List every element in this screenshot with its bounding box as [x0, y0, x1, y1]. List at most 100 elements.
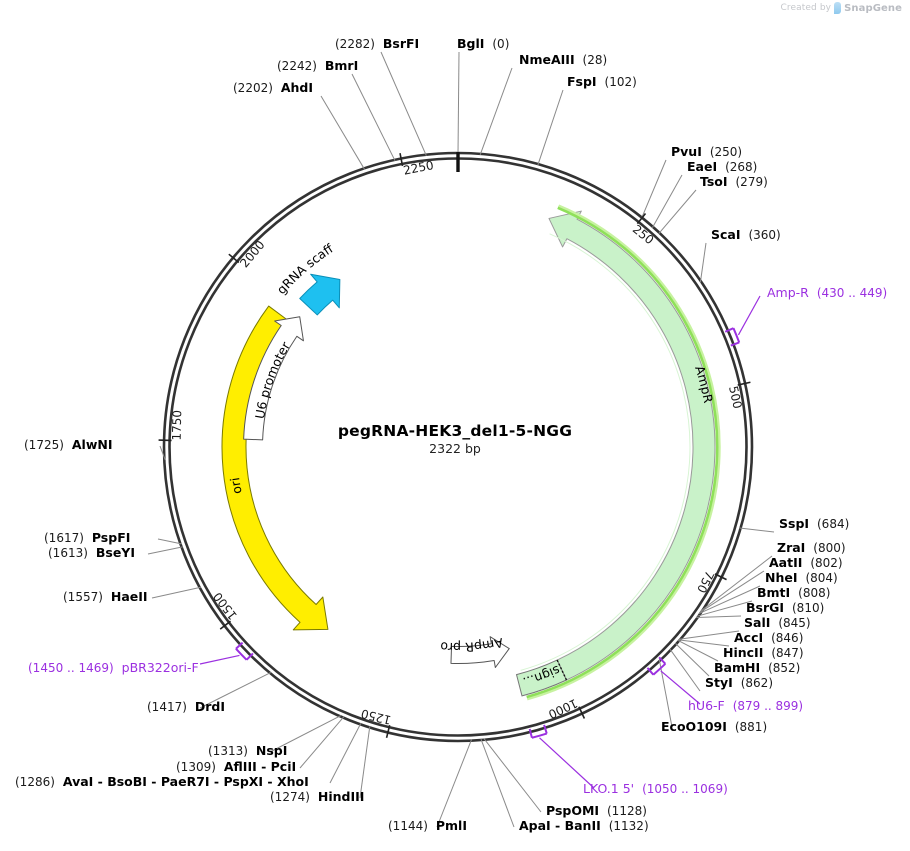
- label-position: (808): [798, 586, 831, 600]
- label-position: (1450 .. 1469): [28, 661, 114, 675]
- label-position: (2242): [277, 59, 317, 73]
- watermark-brand: SnapGene: [844, 2, 902, 14]
- label-position: (1313): [208, 744, 248, 758]
- enzyme-label-tsoi: TsoI (279): [700, 174, 768, 189]
- snapgene-watermark: Created by SnapGene: [781, 2, 902, 14]
- label-name: ScaI: [711, 227, 741, 242]
- label-position: (250): [709, 145, 743, 159]
- label-position: (1557): [63, 590, 103, 604]
- label-name: Amp-R: [767, 285, 809, 300]
- primer-arcs: [235, 327, 741, 739]
- label-name: NmeAIII: [519, 52, 575, 67]
- primer-label-lko15: LKO.1 5' (1050 .. 1069): [583, 781, 728, 796]
- enzyme-label-bmti: BmtI (808): [757, 585, 830, 600]
- label-name: DrdI: [194, 699, 225, 714]
- label-name: BglI: [457, 36, 485, 51]
- label-position: (28): [582, 53, 608, 67]
- label-name: PspFI: [91, 530, 131, 545]
- enzyme-label-drdi: (1417) DrdI: [147, 699, 225, 714]
- axis-tick-label: 1500: [210, 590, 240, 623]
- label-name: TsoI: [700, 174, 728, 189]
- label-name: AhdI: [280, 80, 314, 95]
- enzyme-label-hindiii: (1274) HindIII: [270, 789, 364, 804]
- label-name: AvaI - BsoBI - PaeR7I - PspXI - XhoI: [62, 774, 309, 789]
- primer-mark-pbr322ori-f: [235, 641, 254, 661]
- label-name: HaeII: [110, 589, 148, 604]
- label-position: (1613): [48, 546, 88, 560]
- enzyme-label-pspfi: (1617) PspFI: [44, 530, 130, 545]
- label-name: StyI: [705, 675, 733, 690]
- enzyme-label-bsrgi: BsrGI (810): [746, 600, 824, 615]
- label-position: (279): [735, 175, 768, 189]
- label-name: BmrI: [324, 58, 359, 73]
- enzyme-label-avai: (1286) AvaI - BsoBI - PaeR7I - PspXI - X…: [15, 774, 309, 789]
- label-name: AccI: [734, 630, 764, 645]
- label-position: (1725): [24, 438, 64, 452]
- label-name: SspI: [779, 516, 810, 531]
- feature-label-grna-scaffold: gRNA scaffold: [0, 0, 336, 297]
- feature-label-ori: ori: [227, 477, 245, 496]
- label-name: HindIII: [317, 789, 365, 804]
- axis-tick-label: 500: [726, 385, 745, 410]
- label-name: EcoO109I: [661, 719, 727, 734]
- label-name: AflIII - PciI: [223, 759, 297, 774]
- enzyme-label-nhei: NheI (804): [765, 570, 838, 585]
- primer-label-hu6-f: hU6-F (879 .. 899): [688, 698, 803, 713]
- enzyme-label-nmeaiii: NmeAIII (28): [519, 52, 607, 67]
- feature-ampr: [548, 210, 716, 681]
- enzyme-label-sali: SalI (845): [744, 615, 811, 630]
- enzyme-label-scai: ScaI (360): [711, 227, 781, 242]
- enzyme-label-sspi: SspI (684): [779, 516, 849, 531]
- label-position: (1286): [15, 775, 55, 789]
- enzyme-label-bseyi: (1613) BseYI: [48, 545, 135, 560]
- label-position: (430 .. 449): [816, 286, 888, 300]
- axis-tick-label: 1750: [170, 410, 185, 441]
- primer-mark-lko-1-5-: [528, 724, 548, 739]
- label-name: ApaI - BanII: [519, 818, 601, 833]
- snapgene-logo-icon: [834, 2, 842, 14]
- primer-label-pbr322ori-f: (1450 .. 1469) pBR322ori-F: [28, 660, 199, 675]
- enzyme-label-bamhi: BamHI (852): [714, 660, 800, 675]
- label-name: LKO.1 5': [583, 781, 635, 796]
- enzyme-label-styi: StyI (862): [705, 675, 773, 690]
- page-title: pegRNA-HEK3_del1-5-NGG: [337, 422, 573, 440]
- label-position: (846): [771, 631, 804, 645]
- label-position: (684): [817, 517, 850, 531]
- label-name: BsrFI: [382, 36, 420, 51]
- label-name: BamHI: [714, 660, 761, 675]
- enzyme-label-pmli: (1144) PmlI: [388, 818, 467, 833]
- enzyme-label-hincii: HincII (847): [723, 645, 804, 660]
- label-position: (102): [604, 75, 637, 89]
- enzyme-label-aatii: AatII (802): [769, 555, 843, 570]
- enzyme-label-apai: ApaI - BanII (1132): [519, 818, 649, 833]
- primer-mark-amp-r: [724, 327, 741, 347]
- enzyme-label-bgli: BglI (0): [457, 36, 509, 51]
- enzyme-label-haeii: (1557) HaeII: [63, 589, 148, 604]
- label-position: (1274): [270, 790, 310, 804]
- leader-lines: [147, 51, 775, 828]
- label-position: (1417): [147, 700, 187, 714]
- label-name: PvuI: [671, 144, 702, 159]
- label-position: (1128): [607, 804, 647, 818]
- label-position: (1309): [176, 760, 216, 774]
- label-name: AatII: [769, 555, 803, 570]
- label-name: hU6-F: [688, 698, 725, 713]
- label-name: BmtI: [757, 585, 791, 600]
- enzyme-label-fspi: FspI (102): [567, 74, 637, 89]
- label-name: pBR322ori-F: [121, 660, 199, 675]
- enzyme-label-nspi: (1313) NspI: [208, 743, 287, 758]
- label-position: (881): [734, 720, 768, 734]
- feature-ampr-promoter: [450, 636, 510, 668]
- axis-tick-label: 1250: [360, 706, 393, 727]
- axis-tick-label: 2250: [402, 158, 435, 178]
- feature-grna-scaffold: [299, 273, 341, 316]
- label-position: (800): [813, 541, 846, 555]
- label-position: (862): [740, 676, 774, 690]
- label-name: EaeI: [687, 159, 718, 174]
- enzyme-label-afliii: (1309) AflIII - PciI: [176, 759, 296, 774]
- label-position: (1050 .. 1069): [642, 782, 728, 796]
- label-name: PmlI: [435, 818, 467, 833]
- watermark-prefix: Created by: [780, 3, 832, 13]
- label-position: (802): [810, 556, 843, 570]
